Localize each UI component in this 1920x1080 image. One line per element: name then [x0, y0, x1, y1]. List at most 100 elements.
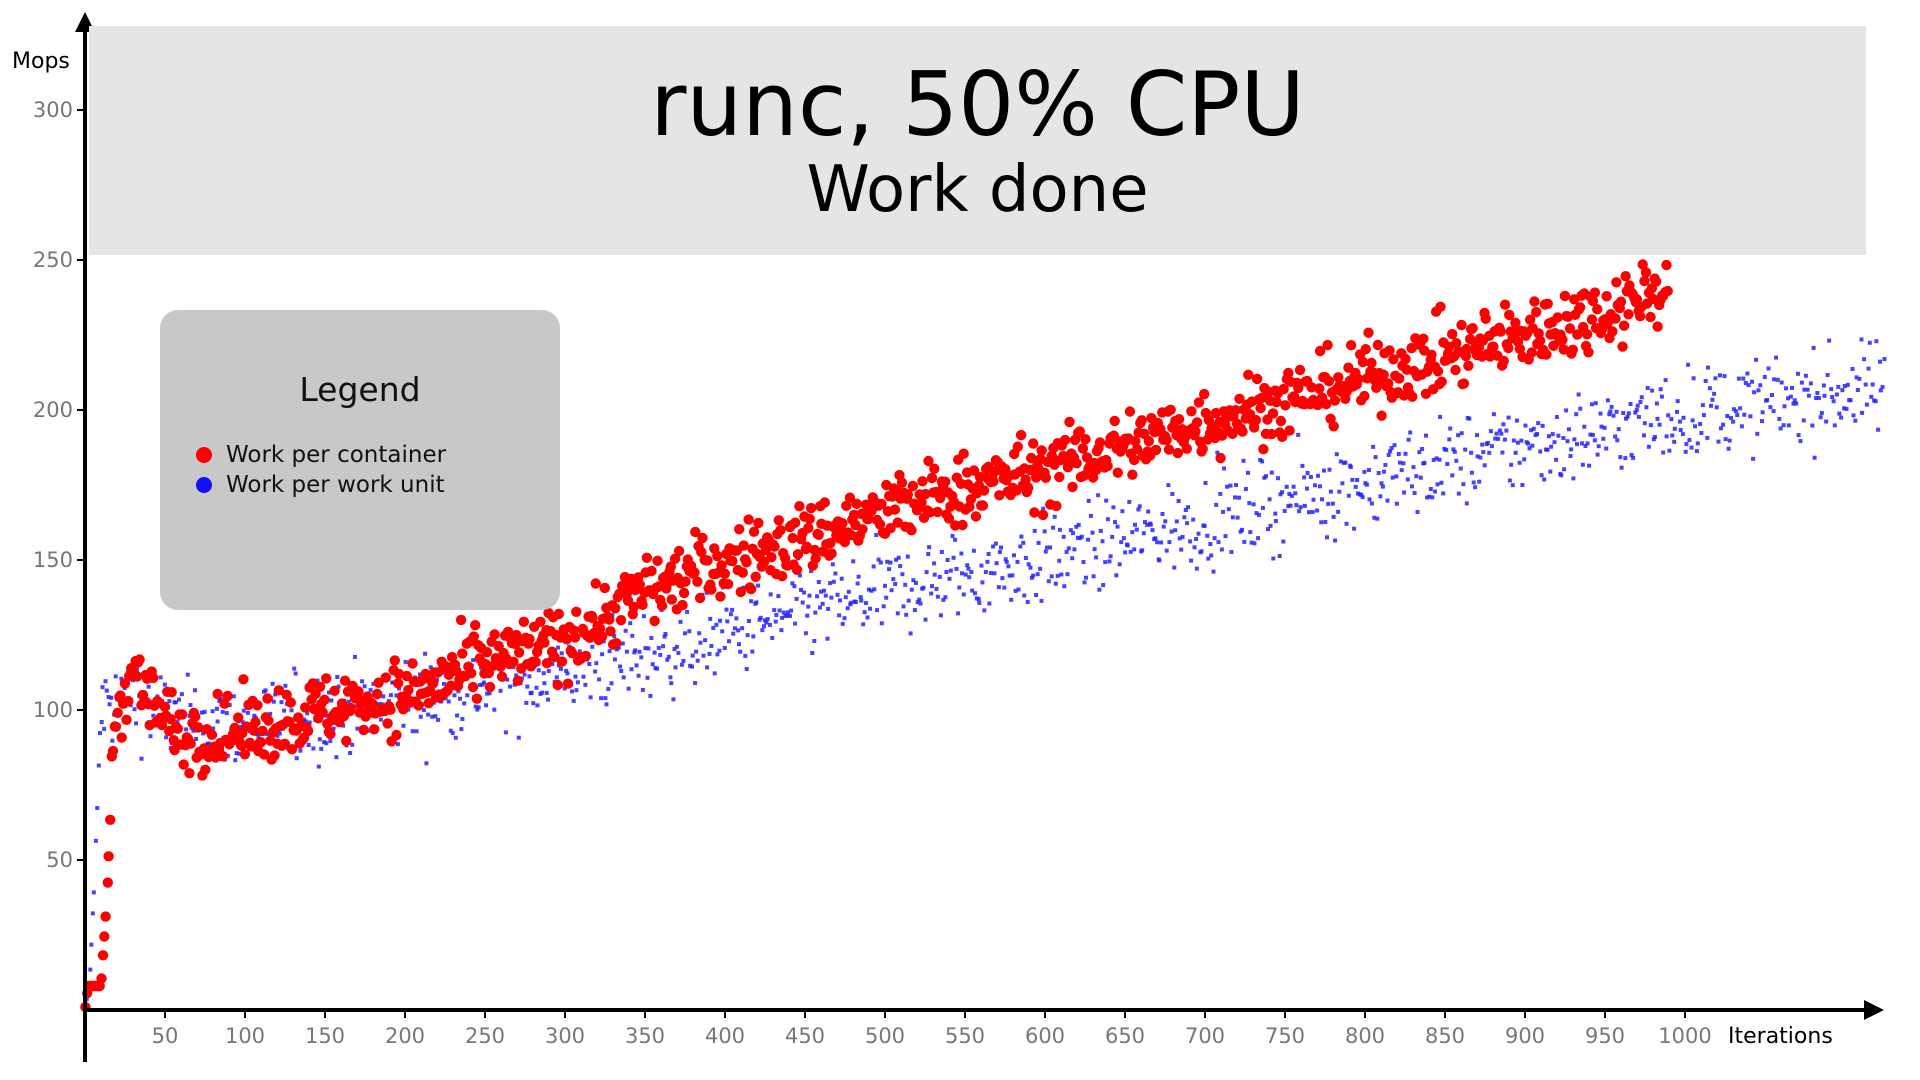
point-work-unit — [1654, 401, 1659, 406]
point-container — [1124, 406, 1136, 417]
point-work-unit — [294, 756, 299, 761]
point-work-unit — [1595, 452, 1600, 457]
point-work-unit — [1827, 338, 1832, 343]
point-container — [470, 620, 481, 631]
point-work-unit — [1738, 406, 1743, 411]
point-work-unit — [1234, 483, 1238, 487]
point-container — [1251, 373, 1263, 385]
point-work-unit — [1101, 583, 1106, 587]
point-container — [1499, 299, 1511, 310]
point-container — [1384, 345, 1395, 356]
point-container — [110, 721, 122, 732]
point-work-unit — [725, 619, 730, 624]
point-container — [1574, 302, 1586, 313]
point-work-unit — [1489, 444, 1494, 449]
point-work-unit — [1745, 371, 1750, 376]
point-work-unit — [210, 709, 215, 714]
point-work-unit — [465, 693, 470, 698]
point-work-unit — [1298, 505, 1303, 510]
point-container — [641, 552, 653, 563]
point-work-unit — [1864, 402, 1869, 407]
point-container — [1210, 407, 1222, 419]
point-container — [587, 612, 598, 624]
point-work-unit — [480, 682, 485, 687]
point-work-unit — [681, 659, 686, 663]
point-work-unit — [973, 591, 977, 596]
point-work-unit — [1634, 407, 1639, 412]
point-work-unit — [1509, 462, 1514, 467]
point-work-unit — [1057, 527, 1062, 532]
point-container — [1136, 415, 1147, 426]
point-work-unit — [442, 681, 446, 686]
point-work-unit — [1098, 528, 1103, 533]
point-work-unit — [874, 533, 879, 537]
point-container — [1637, 259, 1648, 270]
point-work-unit — [1164, 548, 1169, 553]
point-work-unit — [90, 911, 95, 916]
point-container — [766, 552, 777, 563]
point-container — [407, 658, 418, 669]
point-container — [924, 507, 936, 518]
point-work-unit — [652, 650, 657, 655]
point-work-unit — [1510, 483, 1515, 488]
point-work-unit — [1359, 492, 1364, 497]
point-work-unit — [558, 666, 563, 671]
point-work-unit — [967, 575, 972, 580]
point-work-unit — [1355, 478, 1360, 482]
point-work-unit — [1675, 409, 1679, 414]
point-work-unit — [1633, 410, 1638, 415]
point-work-unit — [1136, 507, 1141, 512]
point-work-unit — [628, 621, 633, 626]
point-work-unit — [1051, 525, 1055, 530]
point-container — [518, 616, 529, 627]
point-container — [131, 671, 143, 682]
point-work-unit — [1566, 427, 1571, 432]
point-work-unit — [845, 606, 850, 611]
point-container — [1012, 441, 1023, 452]
point-work-unit — [1294, 503, 1299, 508]
point-work-unit — [1778, 426, 1783, 431]
point-work-unit — [1870, 382, 1875, 387]
point-work-unit — [218, 697, 223, 701]
point-container — [1345, 340, 1357, 351]
point-work-unit — [1398, 460, 1402, 465]
point-work-unit — [1774, 355, 1779, 360]
point-work-unit — [947, 576, 952, 581]
point-work-unit — [1590, 432, 1595, 437]
point-work-unit — [1818, 415, 1823, 420]
point-work-unit — [1530, 443, 1535, 448]
point-work-unit — [1574, 412, 1579, 417]
point-container — [1558, 344, 1569, 355]
point-container — [1615, 296, 1627, 307]
point-work-unit — [240, 720, 245, 725]
point-work-unit — [508, 684, 513, 689]
point-work-unit — [1506, 415, 1511, 420]
point-work-unit — [1396, 452, 1401, 456]
point-work-unit — [1000, 576, 1005, 581]
point-work-unit — [662, 634, 667, 639]
point-container — [1278, 383, 1289, 395]
point-work-unit — [707, 651, 712, 656]
point-work-unit — [797, 573, 802, 578]
point-container — [99, 931, 110, 942]
point-work-unit — [1427, 494, 1432, 499]
point-work-unit — [1338, 459, 1343, 464]
point-work-unit — [202, 709, 207, 714]
point-work-unit — [1218, 491, 1223, 496]
point-work-unit — [119, 676, 124, 681]
point-container — [530, 656, 541, 668]
point-container — [1661, 259, 1672, 271]
point-work-unit — [1090, 530, 1095, 535]
point-work-unit — [1019, 534, 1024, 539]
legend-label-container: Work per container — [226, 442, 447, 468]
y-tick-label: 100 — [33, 698, 73, 722]
point-work-unit — [1296, 432, 1301, 437]
point-work-unit — [173, 700, 178, 705]
point-work-unit — [1687, 438, 1692, 442]
point-work-unit — [388, 693, 393, 698]
point-work-unit — [282, 708, 287, 713]
point-container — [1587, 295, 1599, 307]
point-work-unit — [459, 727, 464, 732]
point-work-unit — [895, 611, 900, 616]
point-work-unit — [570, 689, 574, 694]
